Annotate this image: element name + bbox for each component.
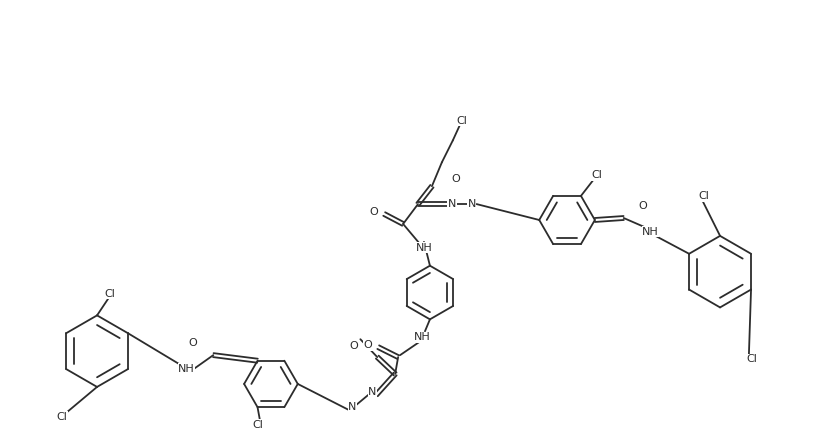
Text: O: O <box>363 340 372 350</box>
Text: N: N <box>467 199 476 209</box>
Text: Cl: Cl <box>591 170 602 180</box>
Text: Cl: Cl <box>698 191 709 201</box>
Text: N: N <box>348 402 356 412</box>
Text: O: O <box>638 201 646 211</box>
Text: N: N <box>368 387 376 397</box>
Text: Cl: Cl <box>252 420 263 429</box>
Text: N: N <box>447 199 456 209</box>
Text: Cl: Cl <box>57 412 68 422</box>
Text: Cl: Cl <box>746 354 757 364</box>
Text: NH: NH <box>413 332 430 342</box>
Text: O: O <box>369 207 378 217</box>
Text: NH: NH <box>178 364 195 374</box>
Text: NH: NH <box>641 227 658 237</box>
Text: NH: NH <box>415 243 432 253</box>
Text: O: O <box>188 338 197 348</box>
Text: O: O <box>451 174 460 184</box>
Text: Cl: Cl <box>104 289 115 299</box>
Text: O: O <box>349 341 358 351</box>
Text: Cl: Cl <box>456 116 466 126</box>
